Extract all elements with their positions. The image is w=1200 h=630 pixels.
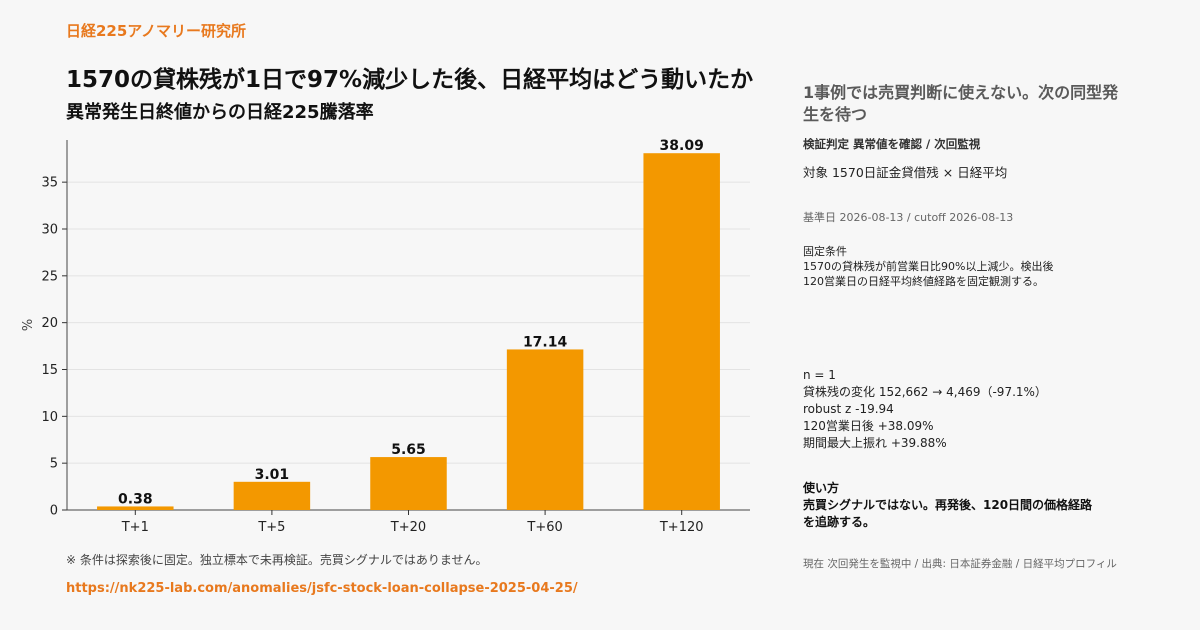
condition-title: 固定条件: [803, 245, 847, 258]
stats-block: n = 1 貸株残の変化 152,662 → 4,469（-97.1%） rob…: [803, 367, 1047, 452]
stat-robust-z: robust z -19.94: [803, 402, 894, 416]
x-tick-label: T+1: [121, 520, 149, 535]
stat-max-up: 期間最大上振れ +39.88%: [803, 436, 947, 450]
brand-label: 日経225アノマリー研究所: [66, 22, 246, 40]
data-label: 38.09: [660, 138, 704, 154]
x-tick-label: T+5: [257, 520, 285, 535]
data-label: 17.14: [523, 334, 568, 350]
y-tick-label: 5: [50, 457, 58, 472]
condition-text: 1570の貸株残が前営業日比90%以上減少。検出後120営業日の日経平均終値経路…: [803, 260, 1054, 288]
verdict-line: 検証判定 異常値を確認 / 次回監視: [803, 137, 981, 151]
data-label: 5.65: [391, 442, 426, 458]
bar: [97, 506, 174, 510]
y-tick-label: 0: [50, 504, 58, 519]
y-axis-label: %: [21, 319, 36, 331]
bar: [370, 457, 447, 510]
x-tick-label: T+60: [526, 520, 562, 535]
bar: [643, 153, 720, 511]
usage-text: 売買シグナルではない。再発後、120日間の価格経路を追跡する。: [803, 498, 1093, 529]
source-url-link[interactable]: https://nk225-lab.com/anomalies/jsfc-sto…: [66, 581, 578, 596]
stat-after-120: 120営業日後 +38.09%: [803, 419, 934, 433]
panel-heading: 1事例では売買判断に使えない。次の同型発生を待つ: [803, 83, 1119, 124]
footnote: ※ 条件は探索後に固定。独立標本で未再検証。売買シグナルではありません。: [66, 553, 488, 567]
y-tick-label: 25: [41, 269, 58, 284]
y-tick-label: 20: [41, 316, 58, 331]
y-tick-label: 30: [41, 222, 58, 237]
target-line: 対象 1570日証金貸借残 × 日経平均: [803, 165, 1008, 180]
status-line: 現在 次回発生を監視中 / 出典: 日本証券金融 / 日経平均プロフィル: [803, 558, 1117, 570]
stat-n: n = 1: [803, 368, 836, 382]
usage-title: 使い方: [803, 481, 840, 495]
dates-line: 基準日 2026-08-13 / cutoff 2026-08-13: [803, 211, 1014, 224]
page-title: 1570の貸株残が1日で97%減少した後、日経平均はどう動いたか: [66, 67, 754, 93]
x-tick-label: T+20: [390, 520, 426, 535]
bar-chart: 0 5 10 15 20 25 30 35% 0.38 T+1 3.01 T+5 5.65 T+20 17.…: [21, 138, 750, 535]
x-tick-label: T+120: [659, 520, 704, 535]
data-label: 3.01: [255, 467, 290, 483]
bar: [506, 349, 584, 510]
stat-loan-change: 貸株残の変化 152,662 → 4,469（-97.1%）: [803, 385, 1047, 399]
y-tick-label: 35: [41, 176, 58, 191]
y-tick-label: 15: [41, 363, 58, 378]
summary-panel: 1事例では売買判断に使えない。次の同型発生を待つ 検証判定 異常値を確認 / 次…: [803, 82, 1143, 289]
bar: [233, 481, 311, 510]
usage-block: 使い方 売買シグナルではない。再発後、120日間の価格経路を追跡する。: [803, 480, 1103, 531]
y-tick-label: 10: [41, 410, 58, 425]
chart-subtitle: 異常発生日終値からの日経225騰落率: [66, 102, 374, 123]
data-label: 0.38: [118, 491, 153, 507]
